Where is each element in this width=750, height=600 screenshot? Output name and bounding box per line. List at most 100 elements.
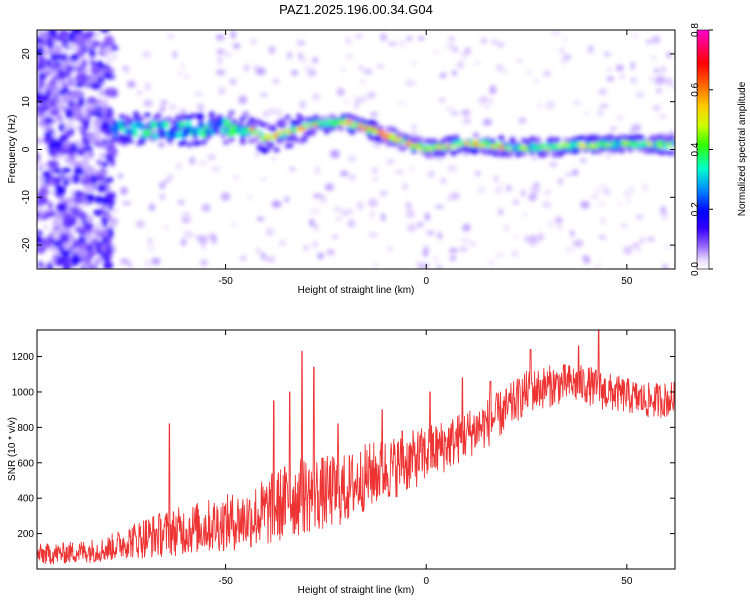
heat-cell (37, 260, 44, 269)
heat-cell (469, 240, 477, 247)
heat-cell (408, 166, 415, 173)
heat-cell (422, 249, 429, 257)
heat-cell (487, 149, 494, 155)
x-tick-label: 0 (423, 576, 429, 587)
heat-cell (631, 33, 639, 39)
colorbar-tick-label: 0.8 (690, 23, 701, 37)
heat-cell (220, 133, 227, 139)
heat-cell (610, 126, 617, 131)
heat-cell (635, 91, 645, 98)
heat-cell (43, 116, 52, 125)
heat-cell (537, 233, 544, 242)
heat-cell (228, 110, 235, 116)
heat-cell (201, 203, 211, 212)
heat-cell (122, 65, 129, 71)
heat-cell (371, 167, 379, 174)
heat-cell (200, 238, 207, 246)
heat-cell (546, 100, 555, 110)
heat-cell (560, 148, 567, 154)
heat-cell (72, 207, 78, 218)
heat-cell (48, 201, 54, 211)
heat-cell (542, 200, 552, 209)
heat-cell (265, 228, 274, 237)
heat-cell (551, 152, 558, 158)
heat-cell (547, 219, 554, 229)
heat-cell (449, 255, 456, 262)
heat-cell (498, 135, 505, 141)
heat-cell (606, 67, 612, 72)
heat-cell (102, 139, 109, 145)
heat-cell (37, 43, 48, 48)
heat-cell (520, 151, 527, 157)
x-tick-label: -50 (218, 576, 233, 587)
heat-cell (105, 131, 112, 137)
heat-cell (85, 249, 97, 257)
heat-cell (133, 111, 140, 117)
heat-cell (607, 135, 614, 141)
heat-cell (37, 78, 45, 89)
y-tick-label: 600 (17, 458, 34, 469)
heat-cell (588, 45, 594, 54)
heat-cell (260, 177, 267, 181)
spectrogram-y-label: Frequency (Hz) (7, 115, 18, 184)
heat-cell (237, 122, 244, 128)
heat-cell (106, 250, 113, 259)
y-tick-label: 0 (21, 146, 32, 152)
heat-cell (105, 88, 117, 95)
heat-cell (222, 139, 229, 145)
heat-cell (528, 193, 537, 202)
heat-cell (100, 170, 107, 177)
heat-cell (37, 66, 42, 73)
heat-cell (177, 71, 183, 76)
heat-cell (180, 238, 187, 247)
heat-cell (70, 174, 81, 184)
heat-cell (77, 248, 88, 259)
heat-cell (109, 220, 117, 229)
heat-cell (603, 52, 611, 57)
heat-cell (64, 167, 72, 173)
heat-cell (590, 195, 598, 199)
heat-cell (302, 245, 310, 251)
heat-cell (44, 92, 50, 103)
heat-cell (352, 115, 359, 121)
heat-cell (270, 126, 277, 132)
heat-cell (225, 120, 231, 128)
heat-cell (166, 116, 173, 122)
heat-cell (218, 118, 225, 126)
heat-cell (434, 205, 445, 209)
heat-cell (574, 148, 581, 154)
heat-cell (103, 261, 114, 269)
heat-cell (441, 177, 446, 185)
snr-frame (36, 329, 676, 570)
heat-cell (72, 161, 84, 167)
heat-cell (565, 173, 571, 177)
heat-cell (652, 36, 658, 45)
heat-cell (502, 67, 508, 76)
heat-cell (472, 132, 479, 138)
heat-cell (417, 142, 423, 149)
heat-cell (258, 131, 264, 137)
heat-cell (346, 113, 353, 119)
heat-cell (604, 152, 612, 159)
heat-cell (182, 211, 191, 220)
heat-cell (217, 55, 223, 65)
heat-cell (185, 120, 192, 128)
heat-cell (122, 201, 131, 205)
heat-cell (156, 121, 163, 129)
heat-cell (76, 124, 82, 131)
y-tick-label: 200 (17, 529, 34, 540)
heat-cell (83, 183, 95, 193)
heat-cell (108, 204, 114, 211)
heat-cell (52, 230, 61, 241)
heat-cell (344, 36, 352, 46)
heat-cell (84, 165, 95, 176)
heat-cell (417, 262, 427, 269)
heat-cell (358, 66, 364, 70)
heat-cell (64, 197, 76, 203)
heat-cell (659, 114, 667, 119)
heat-cell (128, 128, 134, 136)
spectrogram-y-axis: -20 -10 0 10 20 (21, 48, 675, 252)
heat-cell (416, 221, 424, 228)
heat-cell (583, 258, 591, 264)
heat-cell (438, 97, 446, 103)
